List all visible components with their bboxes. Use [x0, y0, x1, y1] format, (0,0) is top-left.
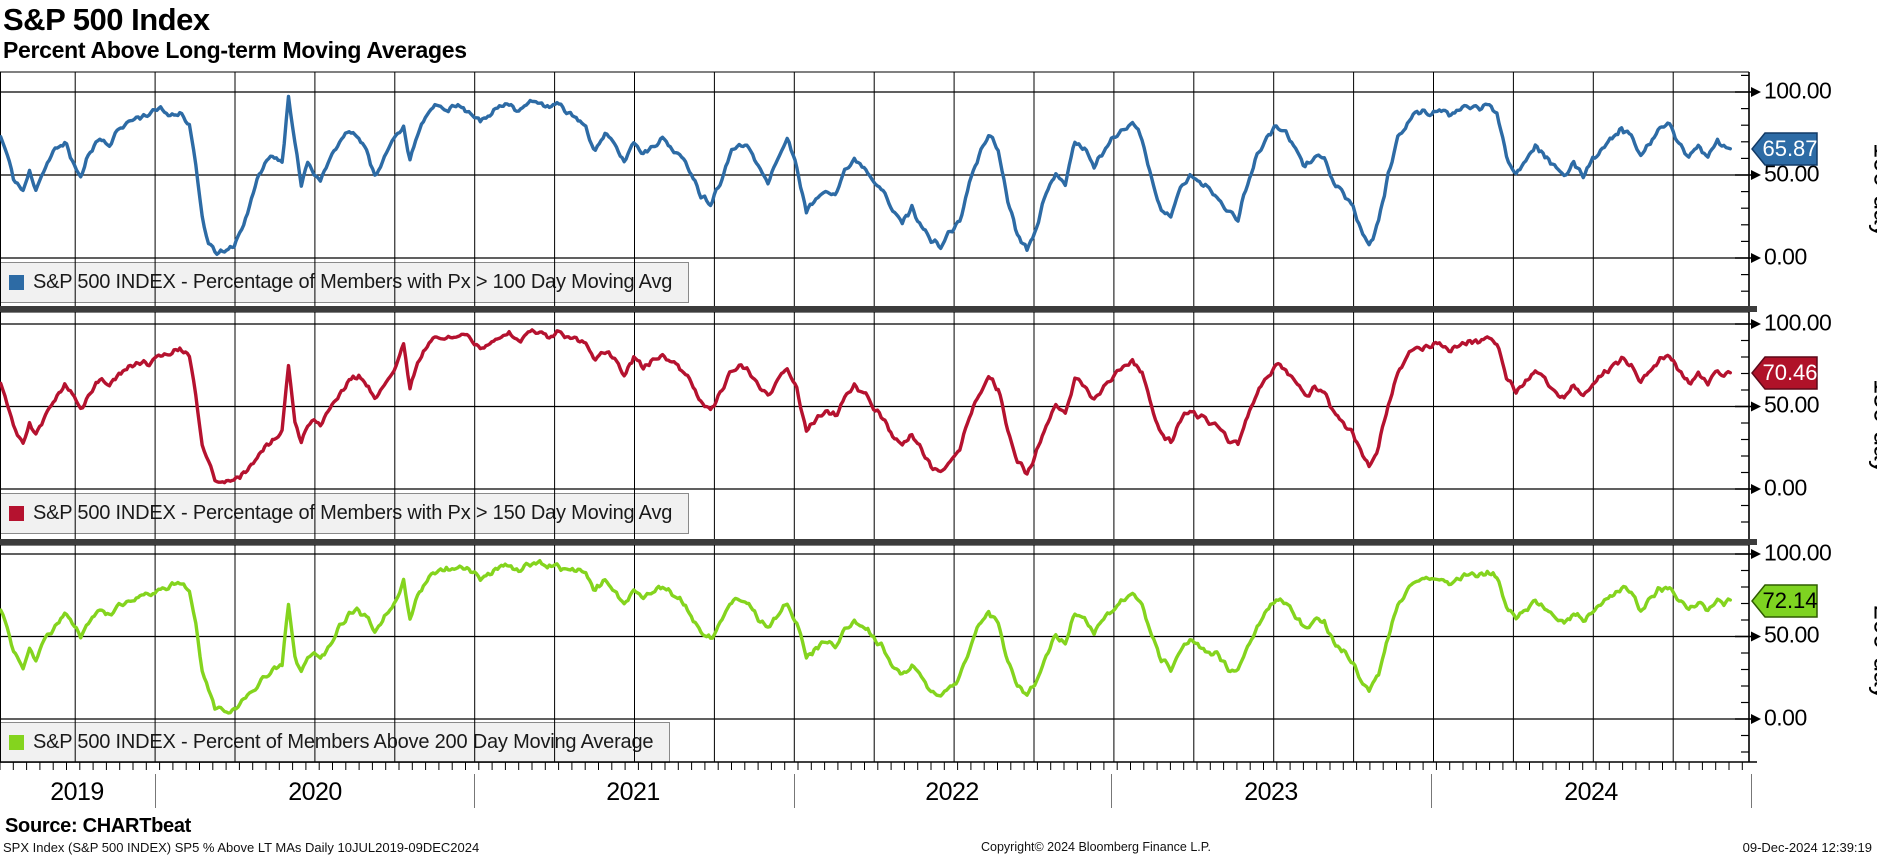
xtick-2019: 2019 — [50, 778, 104, 806]
ytick-p3-100: 100.00 — [1764, 539, 1832, 566]
year-separator — [155, 774, 156, 808]
legend-swatch-150day-icon — [9, 506, 24, 521]
last-value-tag-100day[interactable]: 65.87 — [1750, 132, 1820, 166]
last-value-tag-150day[interactable]: 70.46 — [1750, 356, 1820, 390]
axis-title-100day: 100-day — [1868, 142, 1877, 238]
xtick-2022: 2022 — [925, 778, 979, 806]
ytick-p3-0: 0.00 — [1764, 704, 1807, 731]
ytick-p1-100: 100.00 — [1764, 77, 1832, 104]
xtick-2023: 2023 — [1244, 778, 1298, 806]
year-separator — [1431, 774, 1432, 808]
xtick-2020: 2020 — [288, 778, 342, 806]
page-subtitle: Percent Above Long-term Moving Averages — [3, 37, 467, 63]
ytick-p1-0: 0.00 — [1764, 243, 1807, 270]
xtick-2024: 2024 — [1564, 778, 1618, 806]
footer-copyright: Copyright© 2024 Bloomberg Finance L.P. — [981, 840, 1211, 854]
legend-label-150day: S&P 500 INDEX - Percentage of Members wi… — [33, 502, 673, 524]
year-separator — [794, 774, 795, 808]
axis-title-150day: 150-day — [1868, 378, 1877, 474]
legend-label-200day: S&P 500 INDEX - Percent of Members Above… — [33, 731, 654, 753]
ytick-p2-0: 0.00 — [1764, 474, 1807, 501]
page-title: S&P 500 Index — [3, 2, 210, 37]
ytick-p3-50: 50.00 — [1764, 621, 1820, 648]
legend-150day[interactable]: S&P 500 INDEX - Percentage of Members wi… — [0, 493, 690, 534]
year-separator — [474, 774, 475, 808]
legend-label-100day: S&P 500 INDEX - Percentage of Members wi… — [33, 271, 673, 293]
footer-ticker-info: SPX Index (S&P 500 INDEX) SP5 % Above LT… — [3, 840, 480, 855]
ytick-p2-100: 100.00 — [1764, 309, 1832, 336]
legend-200day[interactable]: S&P 500 INDEX - Percent of Members Above… — [0, 722, 671, 763]
footer-timestamp: 09-Dec-2024 12:39:19 — [1742, 840, 1872, 855]
ytick-p2-50: 50.00 — [1764, 391, 1820, 418]
xtick-2021: 2021 — [606, 778, 660, 806]
legend-swatch-200day-icon — [9, 735, 24, 750]
last-value-tag-200day[interactable]: 72.14 — [1750, 584, 1820, 618]
legend-swatch-100day-icon — [9, 275, 24, 290]
axis-title-200day: 200-day — [1868, 604, 1877, 700]
chart-plot-area[interactable] — [0, 0, 1877, 820]
last-value-100day: 65.87 — [1762, 136, 1817, 161]
year-separator — [1111, 774, 1112, 808]
year-separator — [1751, 774, 1752, 808]
last-value-150day: 70.46 — [1762, 360, 1817, 385]
last-value-200day: 72.14 — [1762, 588, 1817, 613]
source-line: Source: CHARTbeat — [5, 815, 192, 837]
legend-100day[interactable]: S&P 500 INDEX - Percentage of Members wi… — [0, 262, 690, 303]
